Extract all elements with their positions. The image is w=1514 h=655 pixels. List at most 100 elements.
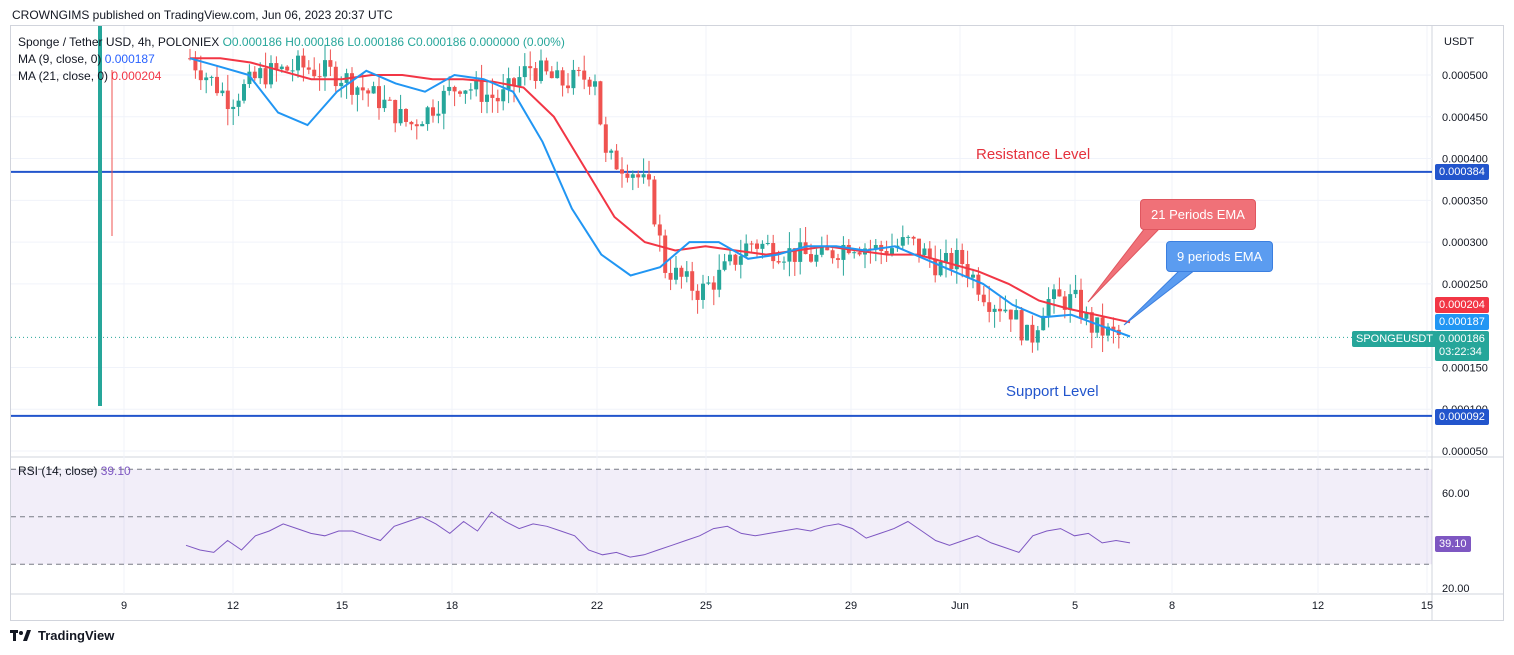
candle-body-3 (204, 77, 209, 81)
candle-body-94 (695, 290, 700, 300)
candle-body-156 (1030, 324, 1035, 343)
legend-ma9[interactable]: MA (9, close, 0) 0.000187 (18, 51, 155, 67)
price-tick-1: 0.000450 (1442, 112, 1488, 124)
candle-body-73 (582, 70, 587, 80)
candle-body-92 (684, 271, 689, 277)
candle-body-51 (463, 90, 468, 94)
candle-body-35 (377, 86, 381, 109)
candle-body-129 (884, 251, 889, 255)
candle-body-146 (976, 274, 981, 295)
candle-body-90 (674, 267, 678, 280)
tradingview-footer[interactable]: TradingView (10, 628, 114, 643)
candle-body-11 (247, 71, 252, 85)
legend-symbol[interactable]: Sponge / Tether USD, 4h, POLONIEX O0.000… (18, 34, 565, 50)
candle-body-56 (490, 94, 495, 98)
candle-body-87 (657, 224, 662, 236)
candle-body-154 (1019, 310, 1024, 341)
price-tick-8: 0.000050 (1442, 446, 1488, 458)
candle-body-123 (852, 252, 857, 254)
candle-body-14 (263, 68, 268, 85)
candle-body-171 (1111, 326, 1116, 330)
candle-body-1 (193, 58, 198, 71)
candle-body-119 (830, 250, 835, 259)
candle-body-147 (981, 294, 986, 303)
candle-body-77 (603, 124, 608, 153)
candle-body-26 (328, 60, 333, 67)
ema21-line (190, 57, 1131, 324)
candle-body-127 (873, 244, 878, 249)
candle-body-137 (927, 248, 932, 259)
candle-body-32 (360, 87, 365, 91)
time-tick-0: 9 (121, 600, 127, 612)
price-axis-currency: USDT (1444, 36, 1474, 48)
candle-body-71 (571, 69, 576, 89)
candle-body-39 (398, 108, 403, 124)
candle-body-162 (1062, 296, 1067, 310)
candle-body-115 (809, 254, 813, 262)
candle-body-151 (1003, 309, 1008, 312)
candle-body-160 (1052, 289, 1056, 300)
candle-body-8 (231, 106, 236, 110)
time-tick-5: 25 (700, 600, 712, 612)
candle-body-17 (279, 66, 284, 69)
candle-body-95 (701, 283, 705, 300)
candle-body-157 (1035, 330, 1040, 343)
ema21-callout-pointer (1087, 227, 1162, 303)
candle-body-89 (668, 272, 673, 280)
candle-body-82 (630, 174, 635, 178)
price-tick-5: 0.000250 (1442, 279, 1488, 291)
legend-rsi-label: RSI (14, close) (18, 464, 98, 478)
time-tick-4: 22 (591, 600, 603, 612)
candle-body-78 (609, 150, 614, 153)
candle-body-148 (987, 302, 992, 312)
resistance-level-label: Resistance Level (976, 146, 1091, 163)
legend-ma21-value: 0.000204 (111, 69, 162, 83)
candle-body-91 (679, 267, 684, 277)
legend-rsi[interactable]: RSI (14, close) 39.10 (18, 463, 131, 479)
candle-body-117 (819, 246, 824, 255)
candle-body-60 (512, 78, 516, 86)
candle-body-93 (690, 271, 695, 291)
candle-body-43 (420, 124, 425, 127)
candle-body-37 (387, 99, 392, 101)
ema21-price-tag: 0.000204 (1435, 297, 1489, 313)
candle-body-75 (593, 81, 597, 87)
legend-symbol-name: Sponge / Tether USD, 4h, POLONIEX (18, 35, 220, 49)
candle-body-38 (393, 99, 398, 124)
candle-body-170 (1106, 326, 1110, 336)
candle-body-83 (636, 174, 641, 178)
candle-body-65 (539, 60, 543, 82)
candle-body-30 (350, 73, 354, 95)
rsi-tick-0: 60.00 (1442, 488, 1470, 500)
candle-body-149 (992, 308, 997, 312)
legend-ma21-label: MA (21, close, 0) (18, 69, 109, 83)
ema9-callout[interactable]: 9 periods EMA (1166, 241, 1274, 272)
legend-ma21[interactable]: MA (21, close, 0) 0.000204 (18, 68, 161, 84)
candle-body-124 (857, 252, 862, 255)
candle-body-109 (776, 261, 781, 263)
candle-body-13 (258, 68, 263, 79)
candle-body-67 (549, 71, 554, 79)
candle-body-62 (522, 66, 527, 78)
candle-body-116 (814, 254, 819, 262)
time-tick-8: 5 (1072, 600, 1078, 612)
candle-body-64 (533, 68, 538, 82)
ema9-price-tag: 0.000187 (1435, 314, 1489, 330)
candle-body-47 (441, 90, 446, 114)
price-tick-3: 0.000350 (1442, 195, 1488, 207)
candle-body-52 (468, 89, 473, 91)
candle-body-101 (733, 254, 738, 265)
candle-body-98 (717, 269, 722, 290)
candle-body-106 (760, 243, 765, 249)
candle-body-27 (333, 66, 338, 87)
candle-body-36 (382, 99, 387, 109)
candle-body-18 (285, 66, 290, 71)
candle-body-28 (339, 82, 344, 87)
candle-body-58 (501, 89, 506, 102)
candle-body-144 (965, 264, 970, 278)
time-tick-9: 8 (1169, 600, 1175, 612)
price-tick-6: 0.000150 (1442, 362, 1488, 374)
ema21-callout[interactable]: 21 Periods EMA (1140, 199, 1256, 230)
candle-body-120 (836, 258, 840, 260)
